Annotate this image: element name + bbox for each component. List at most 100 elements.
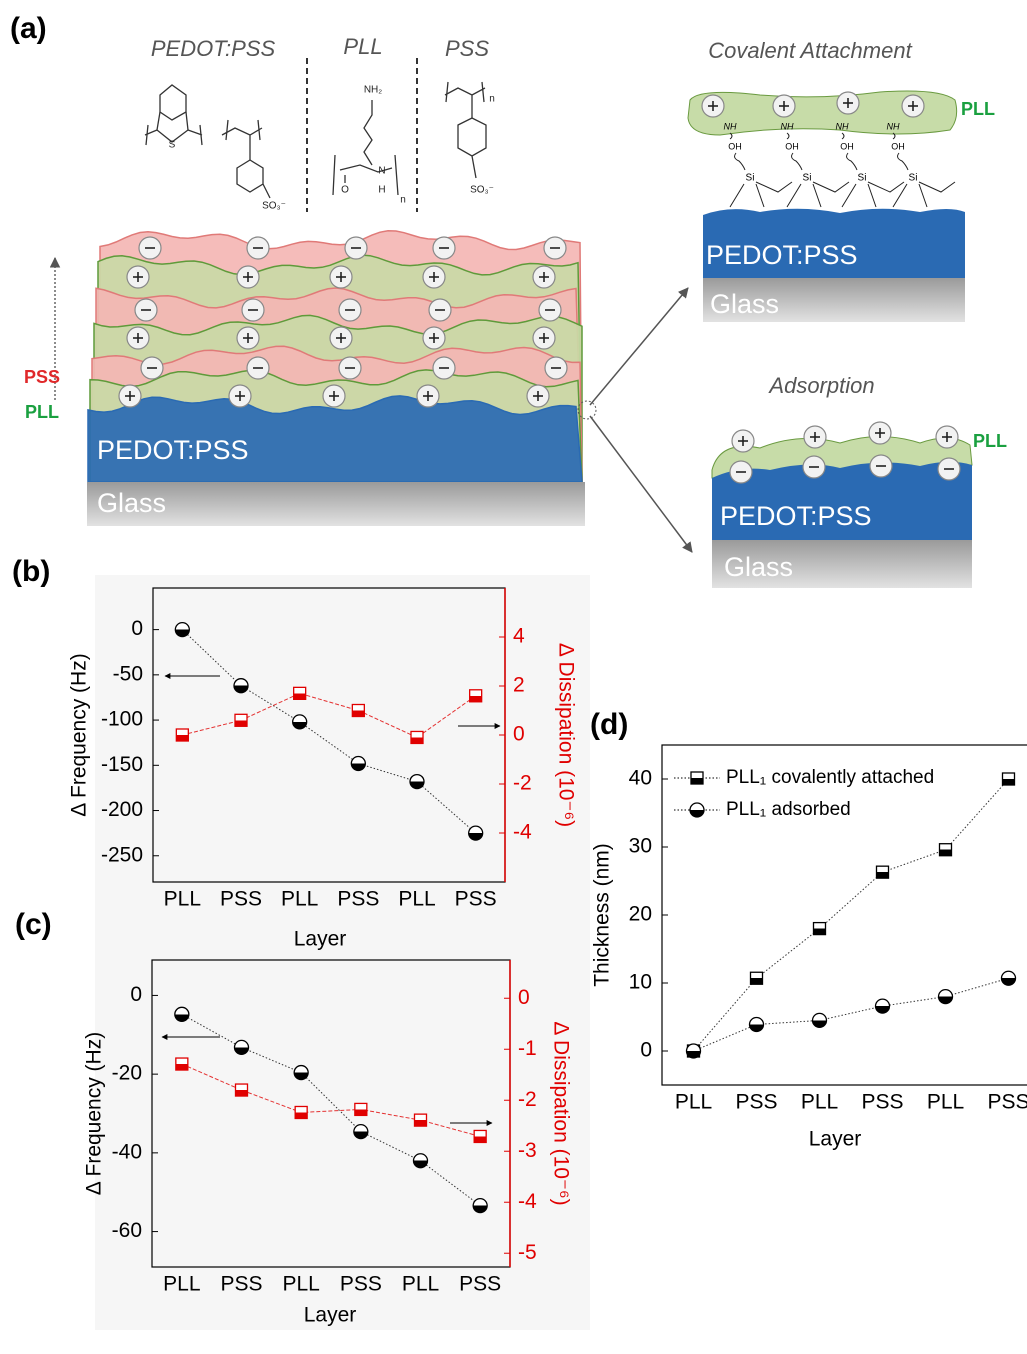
y-tick-label: -150	[101, 753, 143, 776]
bond-label: Si	[746, 173, 755, 184]
x-tick-label: PSS	[459, 1273, 501, 1296]
bonds: NH OH Si NH OH Si NH OH Si NH OH Si	[724, 121, 956, 208]
pedot-layer	[712, 461, 972, 540]
glass	[87, 482, 585, 526]
y2-axis-label: Δ Dissipation (10⁻⁶)	[554, 643, 577, 827]
marker	[234, 1083, 249, 1097]
x-tick-label: PSS	[340, 1273, 382, 1296]
bond-label: OH	[785, 141, 799, 151]
atom-label: O	[341, 185, 349, 196]
marker	[938, 843, 953, 857]
marker	[748, 1016, 765, 1033]
marker	[292, 714, 308, 730]
layer-label: PLL	[961, 99, 995, 119]
series-line	[181, 1013, 481, 1206]
bond-label: NH	[836, 121, 849, 131]
bond-label: NH	[724, 121, 737, 131]
atom-label: N	[378, 166, 385, 177]
y-tick-label: 30	[629, 835, 652, 858]
legend-label: PLL₁ adsorbed	[726, 799, 851, 820]
x-tick-label: PLL	[282, 1273, 319, 1296]
series-line	[693, 778, 1009, 1052]
bond-label: OH	[728, 141, 742, 151]
panel-label: (c)	[15, 908, 52, 941]
marker	[472, 1197, 488, 1214]
scheme-title: Adsorption	[767, 373, 874, 398]
panel-label: (b)	[12, 555, 50, 588]
panel-bg	[95, 575, 590, 950]
plot-frame	[661, 744, 1027, 1086]
y-tick-label: 0	[130, 983, 142, 1006]
marker	[875, 865, 890, 879]
marker	[1001, 772, 1016, 786]
y-tick-label: -250	[101, 843, 143, 866]
marker	[294, 1105, 308, 1120]
y-tick-label: -100	[101, 708, 143, 731]
marker	[412, 1153, 429, 1169]
x-axis-label: Layer	[304, 1304, 357, 1327]
y-tick-label: -200	[101, 798, 143, 821]
marker	[351, 703, 365, 718]
bond-label: OH	[840, 141, 854, 151]
chem-structures	[144, 81, 487, 199]
legend-label: PLL₁ covalently attached	[726, 767, 934, 788]
marker	[174, 1006, 190, 1022]
bond	[729, 132, 793, 208]
x-tick-label: PLL	[164, 888, 201, 911]
atom-label: n	[489, 94, 495, 105]
marker	[690, 771, 704, 785]
marker	[413, 1113, 428, 1127]
y-axis-label: Δ Frequency (Hz)	[68, 653, 91, 816]
atom-label: SO₃⁻	[262, 201, 286, 212]
header: PLL	[343, 34, 382, 59]
marker	[685, 1043, 702, 1059]
series-line	[693, 977, 1009, 1052]
y2-tick-label: 4	[513, 625, 525, 648]
marker	[812, 921, 827, 936]
layer-label: PLL	[973, 431, 1007, 451]
x-axis-label: Layer	[294, 928, 347, 951]
marker	[410, 730, 424, 745]
x-tick-label: PLL	[163, 1273, 200, 1296]
marker	[293, 1064, 309, 1081]
marker	[874, 998, 891, 1014]
marker	[1000, 970, 1017, 986]
panel-label: (a)	[10, 12, 47, 45]
y2-tick-label: -2	[513, 772, 532, 795]
atom-label: S	[169, 140, 176, 151]
marker	[937, 988, 954, 1005]
x-tick-label: PSS	[220, 888, 262, 911]
marker	[233, 1039, 250, 1056]
y2-tick-label: -4	[518, 1190, 537, 1213]
marker	[234, 713, 248, 727]
marker	[353, 1123, 369, 1140]
x-axis-label: Layer	[809, 1128, 862, 1151]
marker	[354, 1102, 368, 1117]
y2-tick-label: 0	[518, 986, 530, 1009]
glass	[703, 278, 965, 322]
marker	[749, 971, 764, 985]
x-tick-label: PSS	[220, 1273, 262, 1296]
y-tick-label: -60	[112, 1219, 142, 1242]
y2-axis-label: Δ Dissipation (10⁻⁶)	[549, 1021, 572, 1205]
scheme-title: Covalent Attachment	[708, 38, 912, 63]
bond	[892, 132, 956, 208]
y-tick-label: 0	[131, 617, 143, 640]
marker	[174, 621, 190, 638]
y2-tick-label: 2	[513, 674, 525, 697]
x-tick-label: PSS	[337, 888, 379, 911]
bond-label: Si	[909, 173, 918, 184]
y-tick-label: 40	[629, 767, 652, 790]
zoom-circle	[577, 400, 597, 420]
series-line	[182, 692, 476, 739]
marker	[469, 689, 483, 703]
y-axis-label: Δ Frequency (Hz)	[83, 1032, 106, 1195]
bond-label: NH	[781, 121, 794, 131]
layer-label: PSS	[24, 367, 60, 387]
bond	[786, 132, 850, 208]
atom-label: n	[400, 195, 406, 206]
marker	[689, 802, 705, 818]
glass-label: Glass	[724, 552, 793, 582]
layer-label: PLL	[25, 402, 59, 422]
